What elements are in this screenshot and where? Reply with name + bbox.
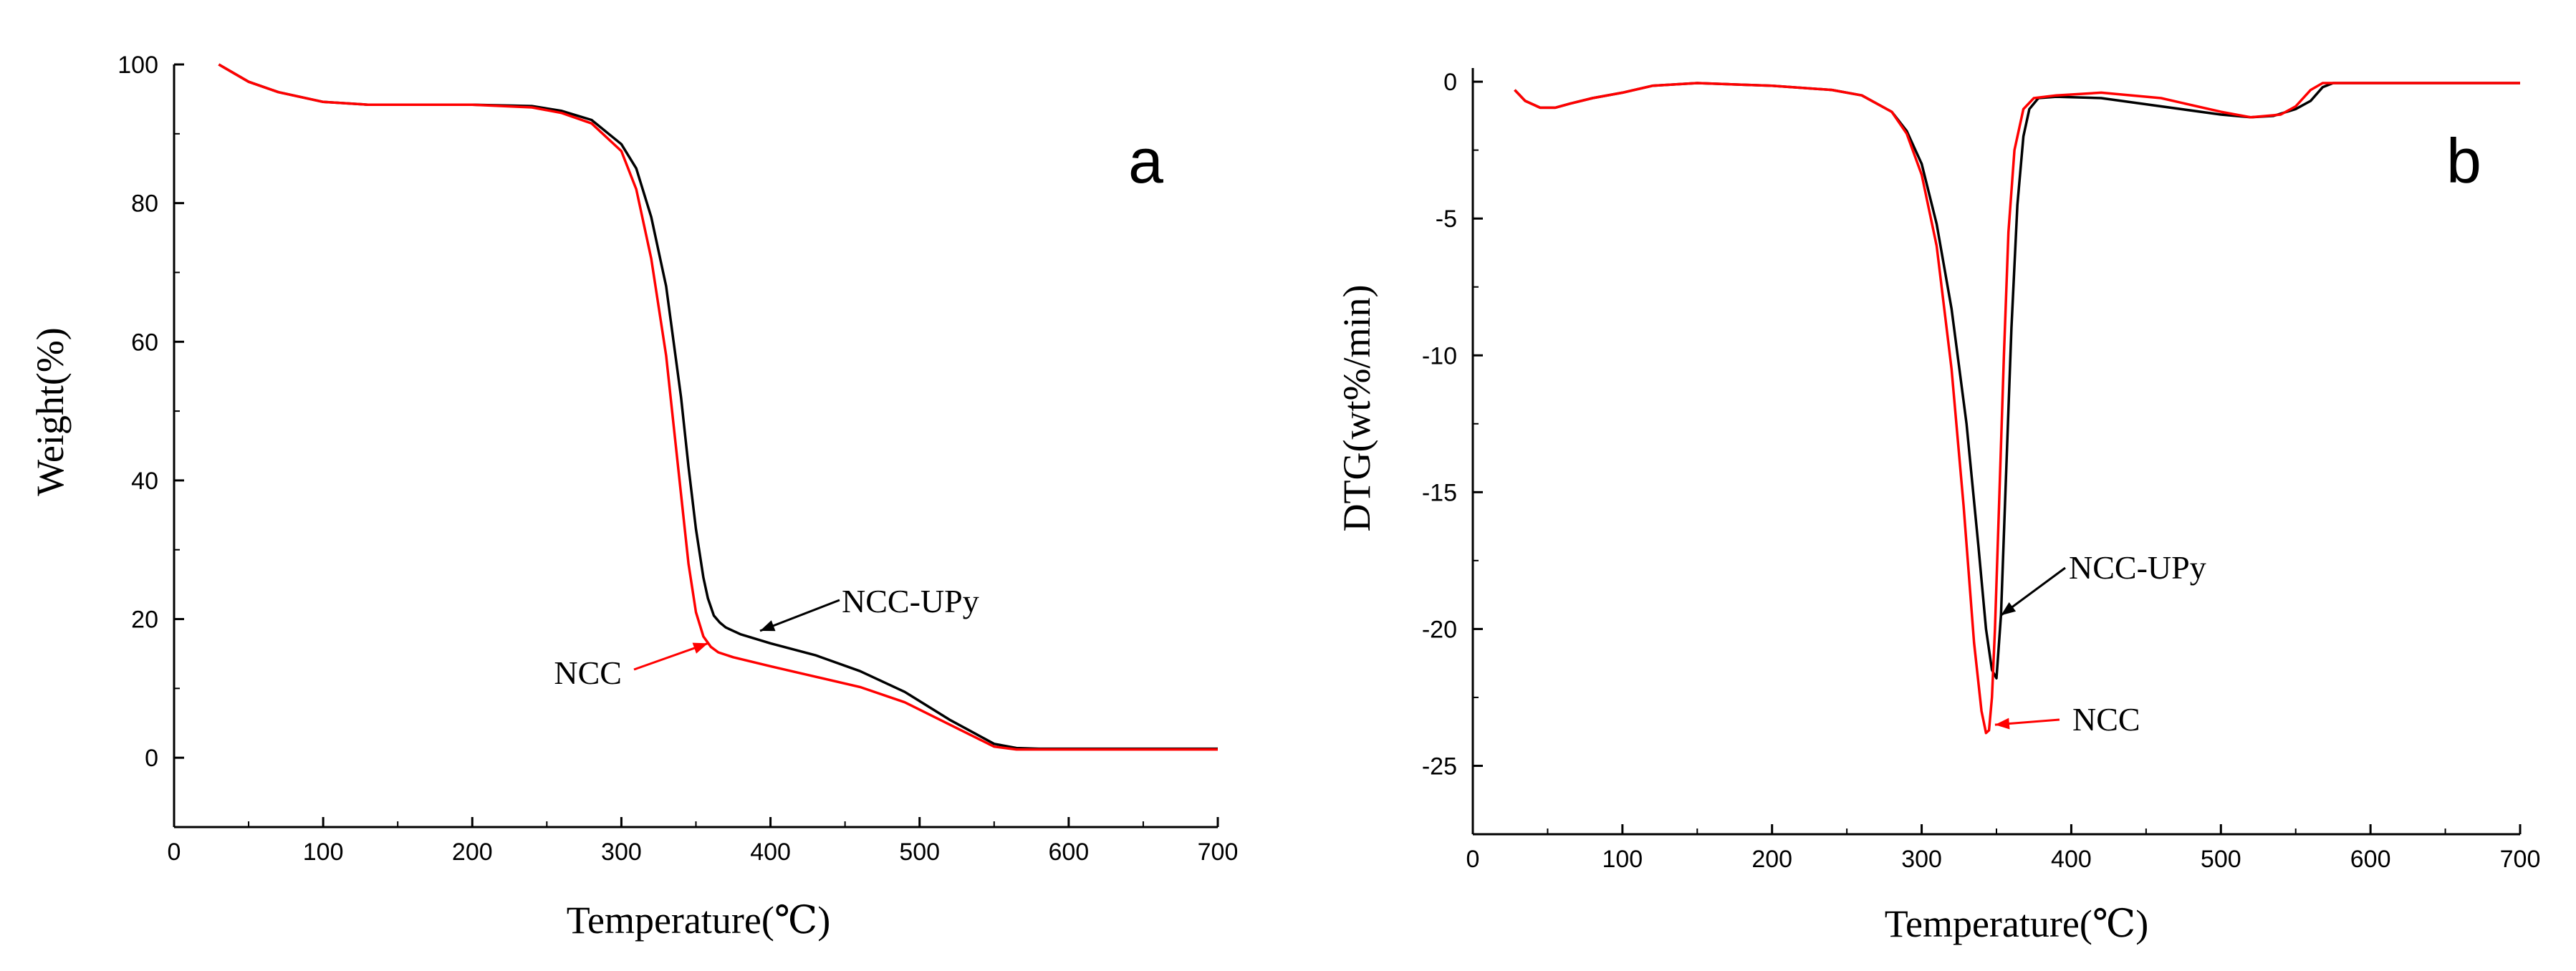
y-tick-label: 40 [131, 468, 158, 495]
panel-a-label: a [1128, 125, 1163, 196]
x-tick-label: 200 [1751, 846, 1792, 873]
y-tick-label: 80 [131, 190, 158, 218]
annotation-arrowhead-ncc-upy [760, 620, 776, 632]
series-line-ncc [218, 63, 1218, 751]
panel-b-y-axis-title: DTG(wt%/min) [1335, 285, 1378, 532]
panel-a-annotations: NCC-UPy NCC [554, 583, 979, 691]
y-tick-label: 60 [131, 329, 158, 356]
x-tick-label: 100 [303, 839, 344, 866]
chart-panel-b: 0 100 200 300 400 500 600 700 -25 -20 -15 -10 -5 0 NC… [1335, 68, 2540, 945]
annotation-arrowhead-ncc [1994, 718, 2010, 730]
chart-panel-a: 0 100 200 300 400 500 600 700 0 20 40 60 80 100 NCC-U… [29, 52, 1238, 942]
x-tick-label: 100 [1602, 846, 1643, 873]
x-tick-label: 300 [601, 839, 642, 866]
panel-b-annotations: NCC-UPy NCC [1994, 549, 2206, 738]
x-tick-label: 700 [1198, 839, 1239, 866]
x-tick-label: 0 [1466, 846, 1480, 873]
annotation-arrowhead-ncc [692, 642, 708, 654]
y-tick-label: -25 [1422, 753, 1457, 780]
x-tick-label: 400 [750, 839, 791, 866]
panel-b-axes: 0 100 200 300 400 500 600 700 -25 -20 -15 -10 -5 0 [1422, 68, 2541, 873]
panel-a-axes: 0 100 200 300 400 500 600 700 0 20 40 60 80 100 [117, 52, 1238, 866]
y-tick-label: 100 [117, 52, 158, 79]
panel-a-y-axis-title: Weight(%) [29, 327, 72, 496]
annotation-label-ncc: NCC [2072, 701, 2140, 738]
annotation-label-ncc: NCC [554, 654, 622, 691]
x-tick-label: 600 [1048, 839, 1089, 866]
x-tick-label: 500 [899, 839, 940, 866]
x-tick-label: 200 [452, 839, 493, 866]
x-tick-label: 0 [168, 839, 181, 866]
x-tick-label: 500 [2201, 846, 2241, 873]
annotation-label-ncc-upy: NCC-UPy [2069, 549, 2206, 586]
y-tick-label: 0 [145, 745, 158, 772]
series-line-ncc-upy [218, 63, 1218, 750]
y-tick-label: -10 [1422, 342, 1457, 369]
y-tick-label: -20 [1422, 616, 1457, 643]
y-tick-label: -15 [1422, 479, 1457, 506]
y-tick-label: 20 [131, 607, 158, 634]
x-tick-label: 700 [2500, 846, 2541, 873]
panel-a-x-axis-title: Temperature(℃) [567, 899, 830, 942]
series-line-ncc [1514, 82, 2520, 735]
panel-b-series [1514, 82, 2520, 735]
series-line-ncc-upy [1514, 82, 2520, 680]
y-tick-label: 0 [1443, 69, 1457, 96]
panel-b-label: b [2446, 125, 2481, 196]
x-tick-label: 600 [2350, 846, 2391, 873]
y-tick-label: -5 [1436, 206, 1457, 233]
panel-b-x-axis-title: Temperature(℃) [1885, 902, 2148, 945]
x-tick-label: 400 [2051, 846, 2092, 873]
x-tick-label: 300 [1901, 846, 1942, 873]
annotation-arrowhead-ncc-upy [2001, 602, 2017, 616]
panel-a-series [218, 63, 1218, 751]
annotation-label-ncc-upy: NCC-UPy [842, 583, 979, 619]
